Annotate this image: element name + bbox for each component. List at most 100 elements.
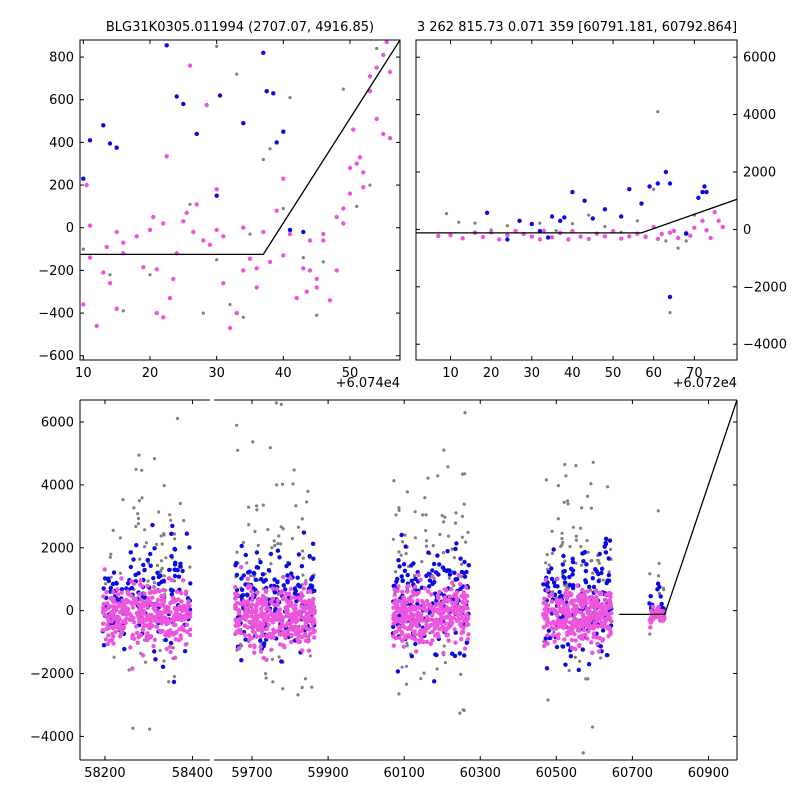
bottom-point-gray — [464, 540, 468, 544]
bottom-point-gray — [601, 578, 605, 582]
bottom-point-gray — [452, 556, 456, 560]
bottom-point-gray — [441, 551, 445, 555]
right-point-magenta — [655, 236, 660, 242]
bottom-point-gray — [579, 544, 583, 549]
bottom-point-magenta — [161, 593, 167, 599]
right-point-magenta — [671, 228, 677, 234]
bottom-point-magenta — [397, 599, 402, 604]
bottom-point-magenta — [401, 644, 407, 649]
bottom-point-magenta — [145, 583, 150, 589]
bottom-point-magenta — [176, 616, 181, 621]
bottom-point-gray — [571, 525, 576, 529]
bottom-point-blue — [309, 577, 314, 582]
bottom-point-magenta — [130, 601, 135, 606]
bottom-point-magenta — [111, 589, 116, 595]
bottom-point-magenta — [403, 606, 409, 612]
left-point-magenta — [304, 289, 309, 294]
bottom-point-magenta — [284, 591, 289, 596]
right-ytick-label: 2000 — [743, 166, 776, 181]
bottom-point-gray — [608, 547, 613, 552]
bottom-xtick-label: 59700 — [231, 766, 272, 781]
left-point-gray — [248, 232, 252, 236]
bottom-point-gray — [443, 515, 447, 519]
bottom-point-magenta — [397, 635, 402, 640]
bottom-point-magenta — [580, 633, 585, 638]
right-point-blue — [558, 218, 563, 223]
bottom-point-magenta — [293, 602, 298, 608]
bottom-point-blue — [597, 551, 602, 557]
bottom-point-magenta — [562, 637, 567, 642]
left-point-blue — [81, 176, 86, 181]
bottom-point-blue — [391, 624, 396, 629]
bottom-point-blue — [159, 579, 164, 585]
bottom-ytick-label: 0 — [66, 604, 74, 619]
left-point-magenta — [384, 40, 389, 45]
bottom-point-magenta — [580, 613, 586, 619]
right-plot-area — [416, 110, 737, 315]
bottom-point-blue — [606, 556, 611, 561]
bottom-point-blue — [580, 647, 585, 652]
bottom-point-magenta — [304, 605, 310, 611]
bottom-point-magenta — [563, 623, 568, 629]
bottom-point-gray — [111, 528, 115, 533]
bottom-point-blue — [254, 565, 259, 570]
bottom-point-magenta — [417, 631, 422, 637]
bottom-point-magenta — [258, 626, 264, 631]
bottom-point-blue — [567, 583, 573, 588]
bottom-point-magenta — [421, 606, 426, 612]
left-point-magenta — [374, 65, 379, 70]
bottom-ytick-label: 6000 — [41, 416, 74, 431]
right-frame — [415, 39, 738, 361]
left-point-magenta — [314, 276, 319, 282]
bottom-point-magenta — [175, 607, 180, 612]
left-point-magenta — [121, 240, 126, 245]
bottom-point-magenta — [435, 631, 440, 636]
bottom-point-blue — [403, 544, 408, 549]
bottom-point-magenta — [183, 642, 188, 647]
bottom-point-gray — [256, 543, 260, 548]
bottom-point-gray — [264, 672, 268, 676]
bottom-point-magenta — [545, 641, 550, 646]
bottom-point-magenta — [293, 595, 298, 600]
bottom-point-magenta — [549, 599, 555, 604]
bottom-point-gray — [306, 489, 310, 493]
bottom-point-magenta — [153, 608, 158, 613]
bottom-point-gray — [589, 482, 593, 486]
bottom-point-magenta — [607, 593, 613, 598]
bottom-point-gray — [397, 692, 401, 696]
left-point-magenta — [201, 238, 206, 243]
bottom-point-blue — [260, 572, 266, 577]
bottom-point-blue — [148, 563, 153, 568]
bottom-point-magenta — [244, 606, 250, 611]
left-point-magenta — [327, 298, 333, 303]
bottom-point-gray — [446, 465, 450, 469]
bottom-point-blue — [153, 657, 158, 662]
bottom-point-magenta — [662, 616, 667, 622]
bottom-point-magenta — [423, 618, 428, 623]
bottom-point-magenta — [301, 586, 306, 591]
bottom-point-magenta — [460, 630, 466, 635]
bottom-point-magenta — [109, 595, 114, 601]
bottom-point-magenta — [579, 622, 584, 628]
bottom-point-gray — [290, 537, 295, 541]
bottom-point-magenta — [166, 633, 172, 638]
bottom-point-gray — [459, 562, 464, 566]
bottom-point-magenta — [437, 589, 442, 594]
bottom-point-magenta — [541, 600, 546, 606]
bottom-point-magenta — [283, 623, 289, 628]
left-point-magenta — [81, 302, 86, 307]
left-point-blue — [164, 43, 169, 48]
bottom-point-magenta — [186, 599, 191, 604]
bottom-point-magenta — [462, 646, 468, 651]
bottom-point-magenta — [252, 644, 257, 650]
bottom-point-gray — [442, 448, 446, 452]
bottom-point-blue — [594, 569, 599, 574]
bottom-point-magenta — [401, 603, 407, 608]
left-point-magenta — [241, 268, 246, 273]
bottom-point-blue — [544, 583, 550, 588]
bottom-point-magenta — [413, 584, 418, 590]
left-point-magenta — [294, 295, 299, 301]
bottom-point-magenta — [169, 577, 175, 583]
bottom-point-magenta — [596, 590, 602, 595]
bottom-point-blue — [145, 557, 150, 563]
